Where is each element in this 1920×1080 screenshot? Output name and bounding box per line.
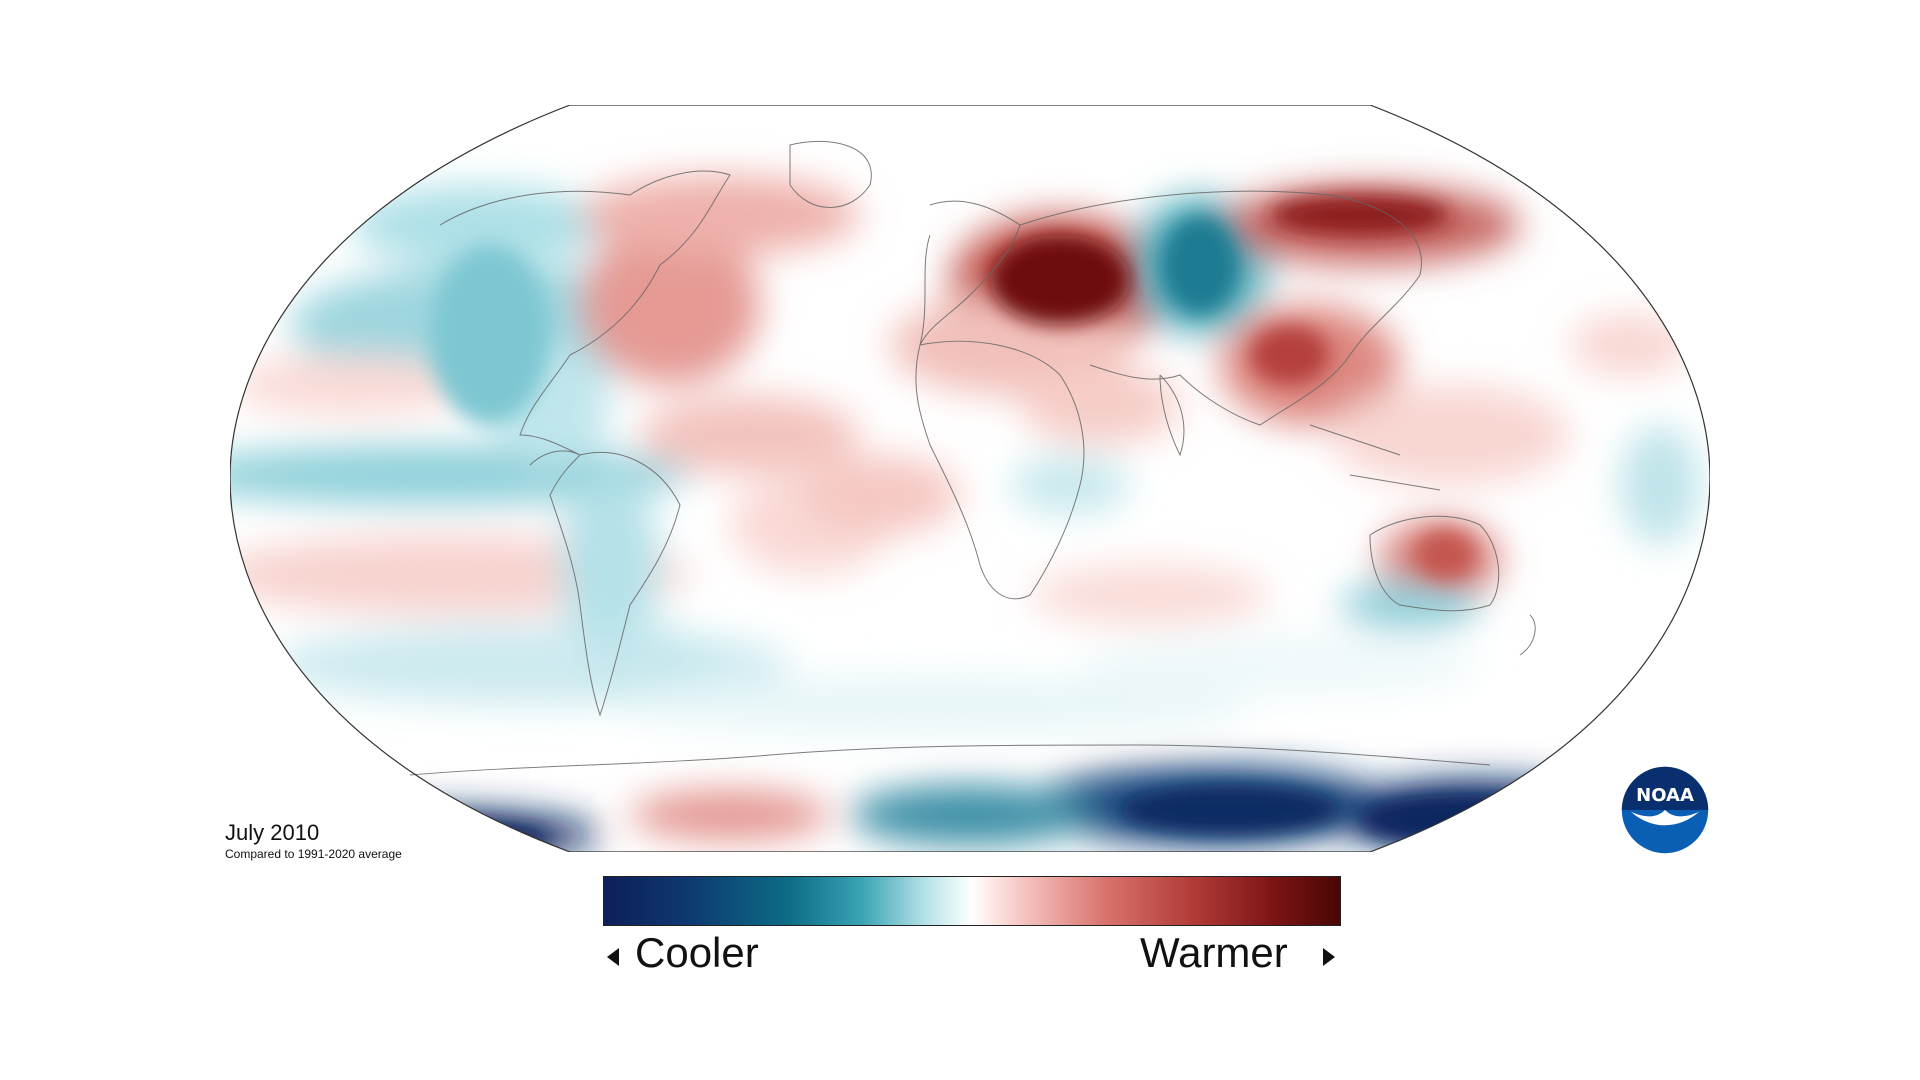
map-caption: July 2010 Compared to 1991-2020 average [225,820,402,862]
arrow-right-icon [1323,948,1335,966]
arrow-left-icon [607,948,619,966]
anomaly-field [230,105,1710,852]
world-anomaly-map [230,105,1710,852]
noaa-logo-icon: NOAA [1620,765,1710,855]
color-scale-bar [603,876,1341,926]
legend-warmer: Warmer [1140,928,1318,978]
legend-cooler: Cooler [605,928,759,978]
globe-outline [230,105,1710,852]
noaa-logo-text: NOAA [1636,785,1694,806]
map-title: July 2010 [225,820,320,845]
legend-warmer-label: Warmer [1140,929,1288,976]
legend-cooler-label: Cooler [635,929,759,976]
map-subtitle: Compared to 1991-2020 average [225,847,402,861]
coastlines [409,140,1536,776]
